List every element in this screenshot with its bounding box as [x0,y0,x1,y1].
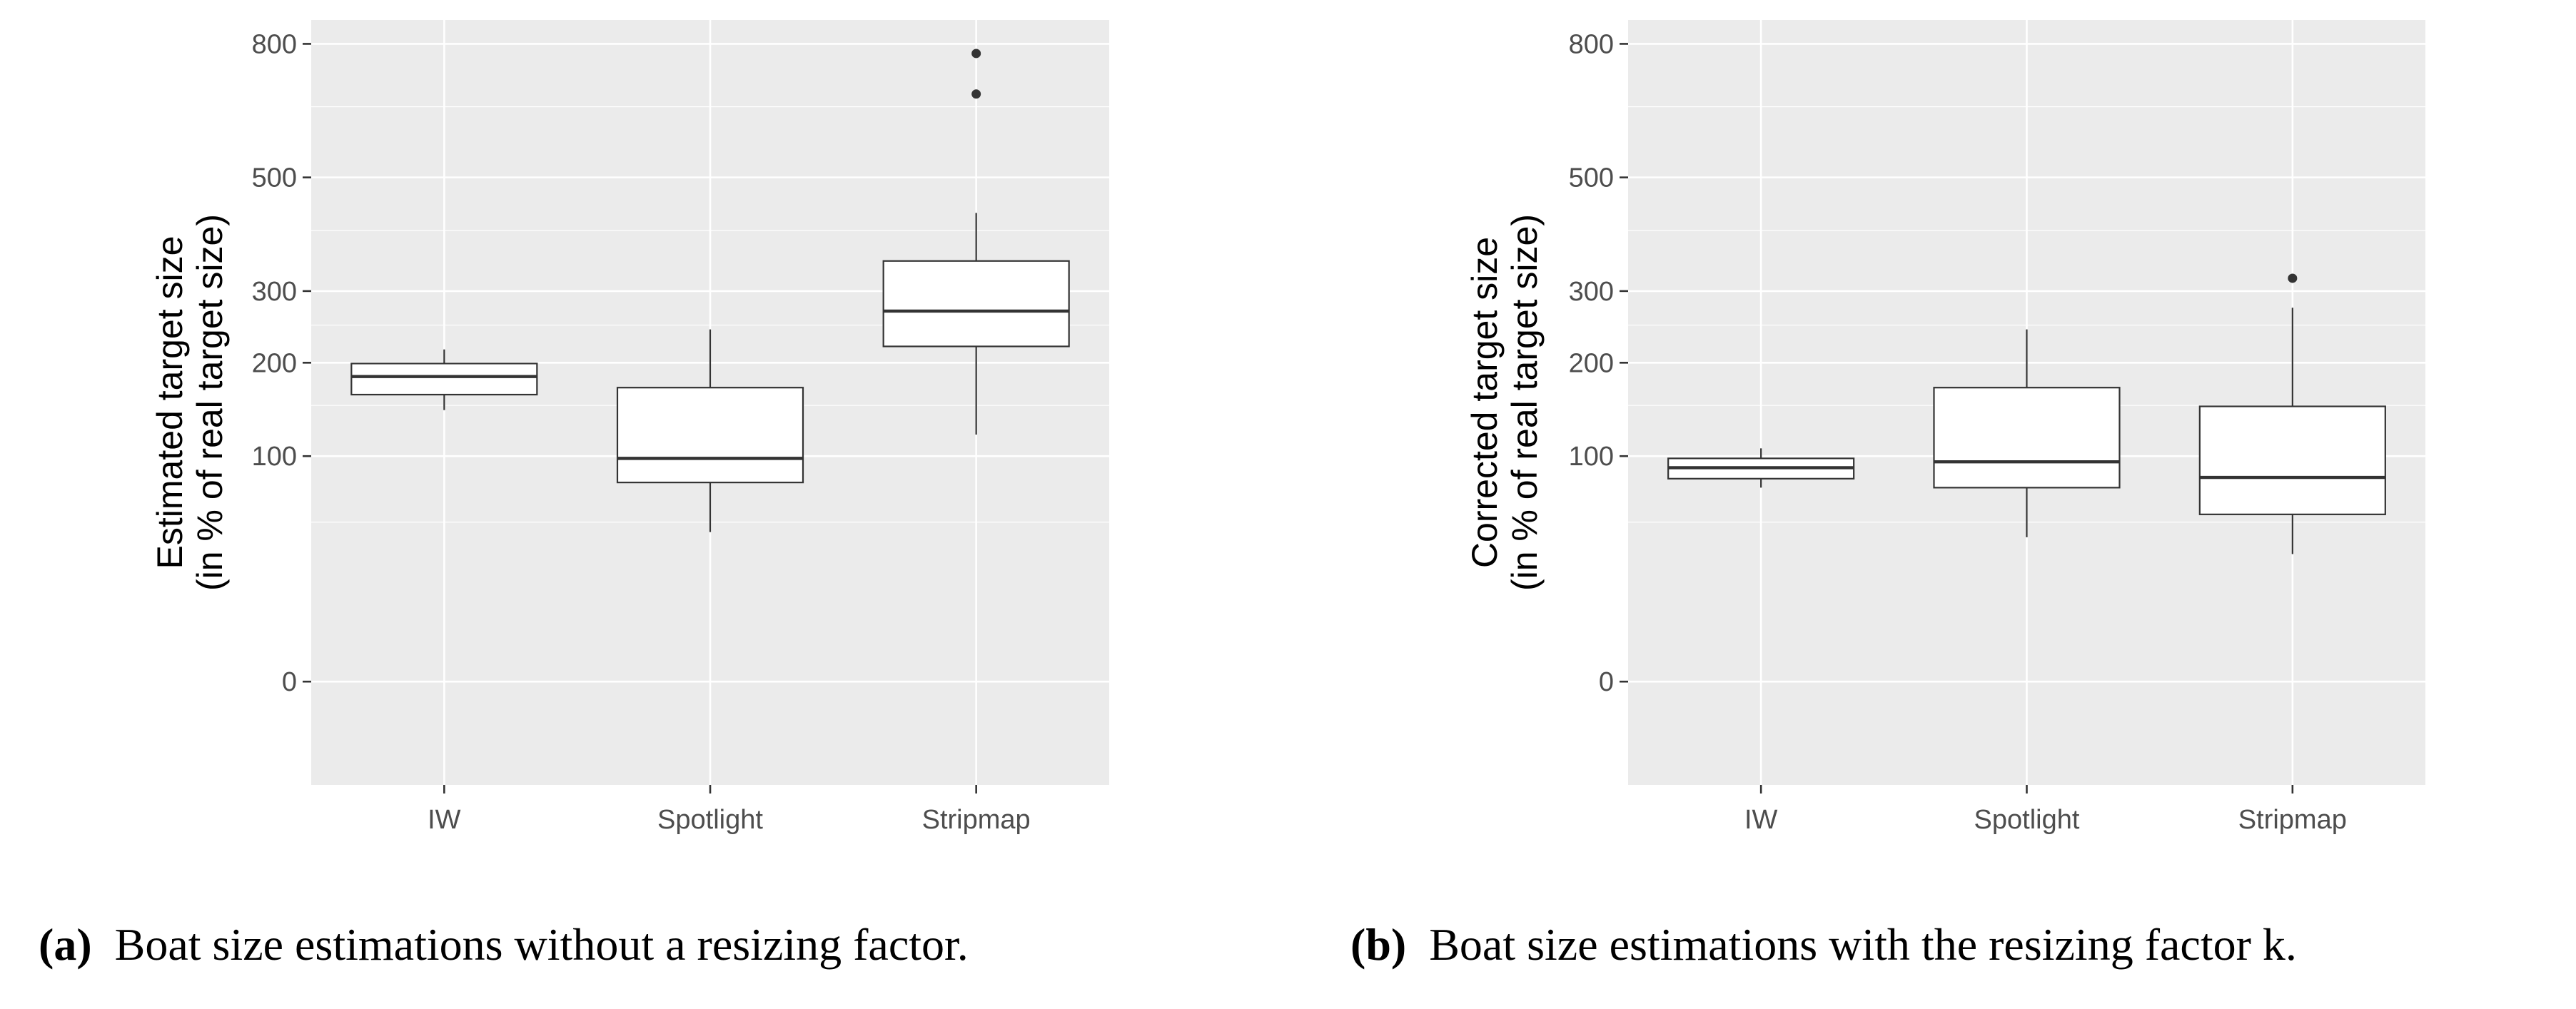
outlier-point [2288,273,2298,283]
box-iqr [350,362,538,396]
chart-b: 0 100 200 300 500 800 IW Spotlight Stripmap Corre… [1465,20,2425,835]
y-axis-title: Estimated target size(in % of real targe… [150,214,230,591]
y-tick-label: 300 [1569,277,1614,307]
x-tick-label: Spotlight [1974,805,2080,835]
box-spotlight [616,329,804,532]
caption-a: (a) Boat size estimations without a resi… [39,922,969,968]
y-tick-label: 200 [252,348,297,378]
outlier-point [971,49,981,59]
y-tick-label: 100 [252,442,297,472]
y-tick-label: 500 [252,163,297,193]
box-iqr [616,387,804,484]
y-tick-label: 0 [282,667,297,697]
box-iqr [2198,405,2386,515]
y-axis-title-line: (in % of real target size) [190,214,230,591]
y-tick-label: 800 [1569,29,1614,59]
x-tick-label: IW [428,805,461,835]
box-iqr [1933,387,2121,489]
caption-b-tag: (b) [1350,919,1407,970]
box-iw [350,349,538,410]
y-axis-title-line: Corrected target size [1465,237,1505,568]
outlier-point [971,89,981,99]
y-tick-label: 0 [1599,667,1614,697]
caption-b: (b) Boat size estimations with the resiz… [1350,922,2297,968]
y-tick-label: 500 [1569,163,1614,193]
y-tick-label: 200 [1569,348,1614,378]
x-tick-label: Stripmap [922,805,1031,835]
y-axis-title-line: Estimated target size [150,236,190,569]
box-stripmap [882,49,1070,435]
x-tick-label: IW [1744,805,1778,835]
box-spotlight [1933,329,2121,537]
x-tick-label: Spotlight [657,805,763,835]
box-iw [1667,448,1855,488]
x-tick-label: Stripmap [2238,805,2347,835]
box-stripmap [2198,273,2386,554]
y-tick-label: 100 [1569,442,1614,472]
box-iqr [882,260,1070,348]
caption-a-tag: (a) [39,919,92,970]
caption-a-text: Boat size estimations without a resizing… [114,919,969,970]
caption-b-text: Boat size estimations with the resizing … [1429,919,2297,970]
y-axis-title-line: (in % of real target size) [1505,214,1545,591]
chart-a: 0 100 200 300 500 800 IW Spotlight Stripmap Estim… [150,20,1109,835]
y-tick-label: 300 [252,277,297,307]
y-tick-label: 800 [252,29,297,59]
y-axis-title: Corrected target size(in % of real targe… [1465,214,1545,591]
